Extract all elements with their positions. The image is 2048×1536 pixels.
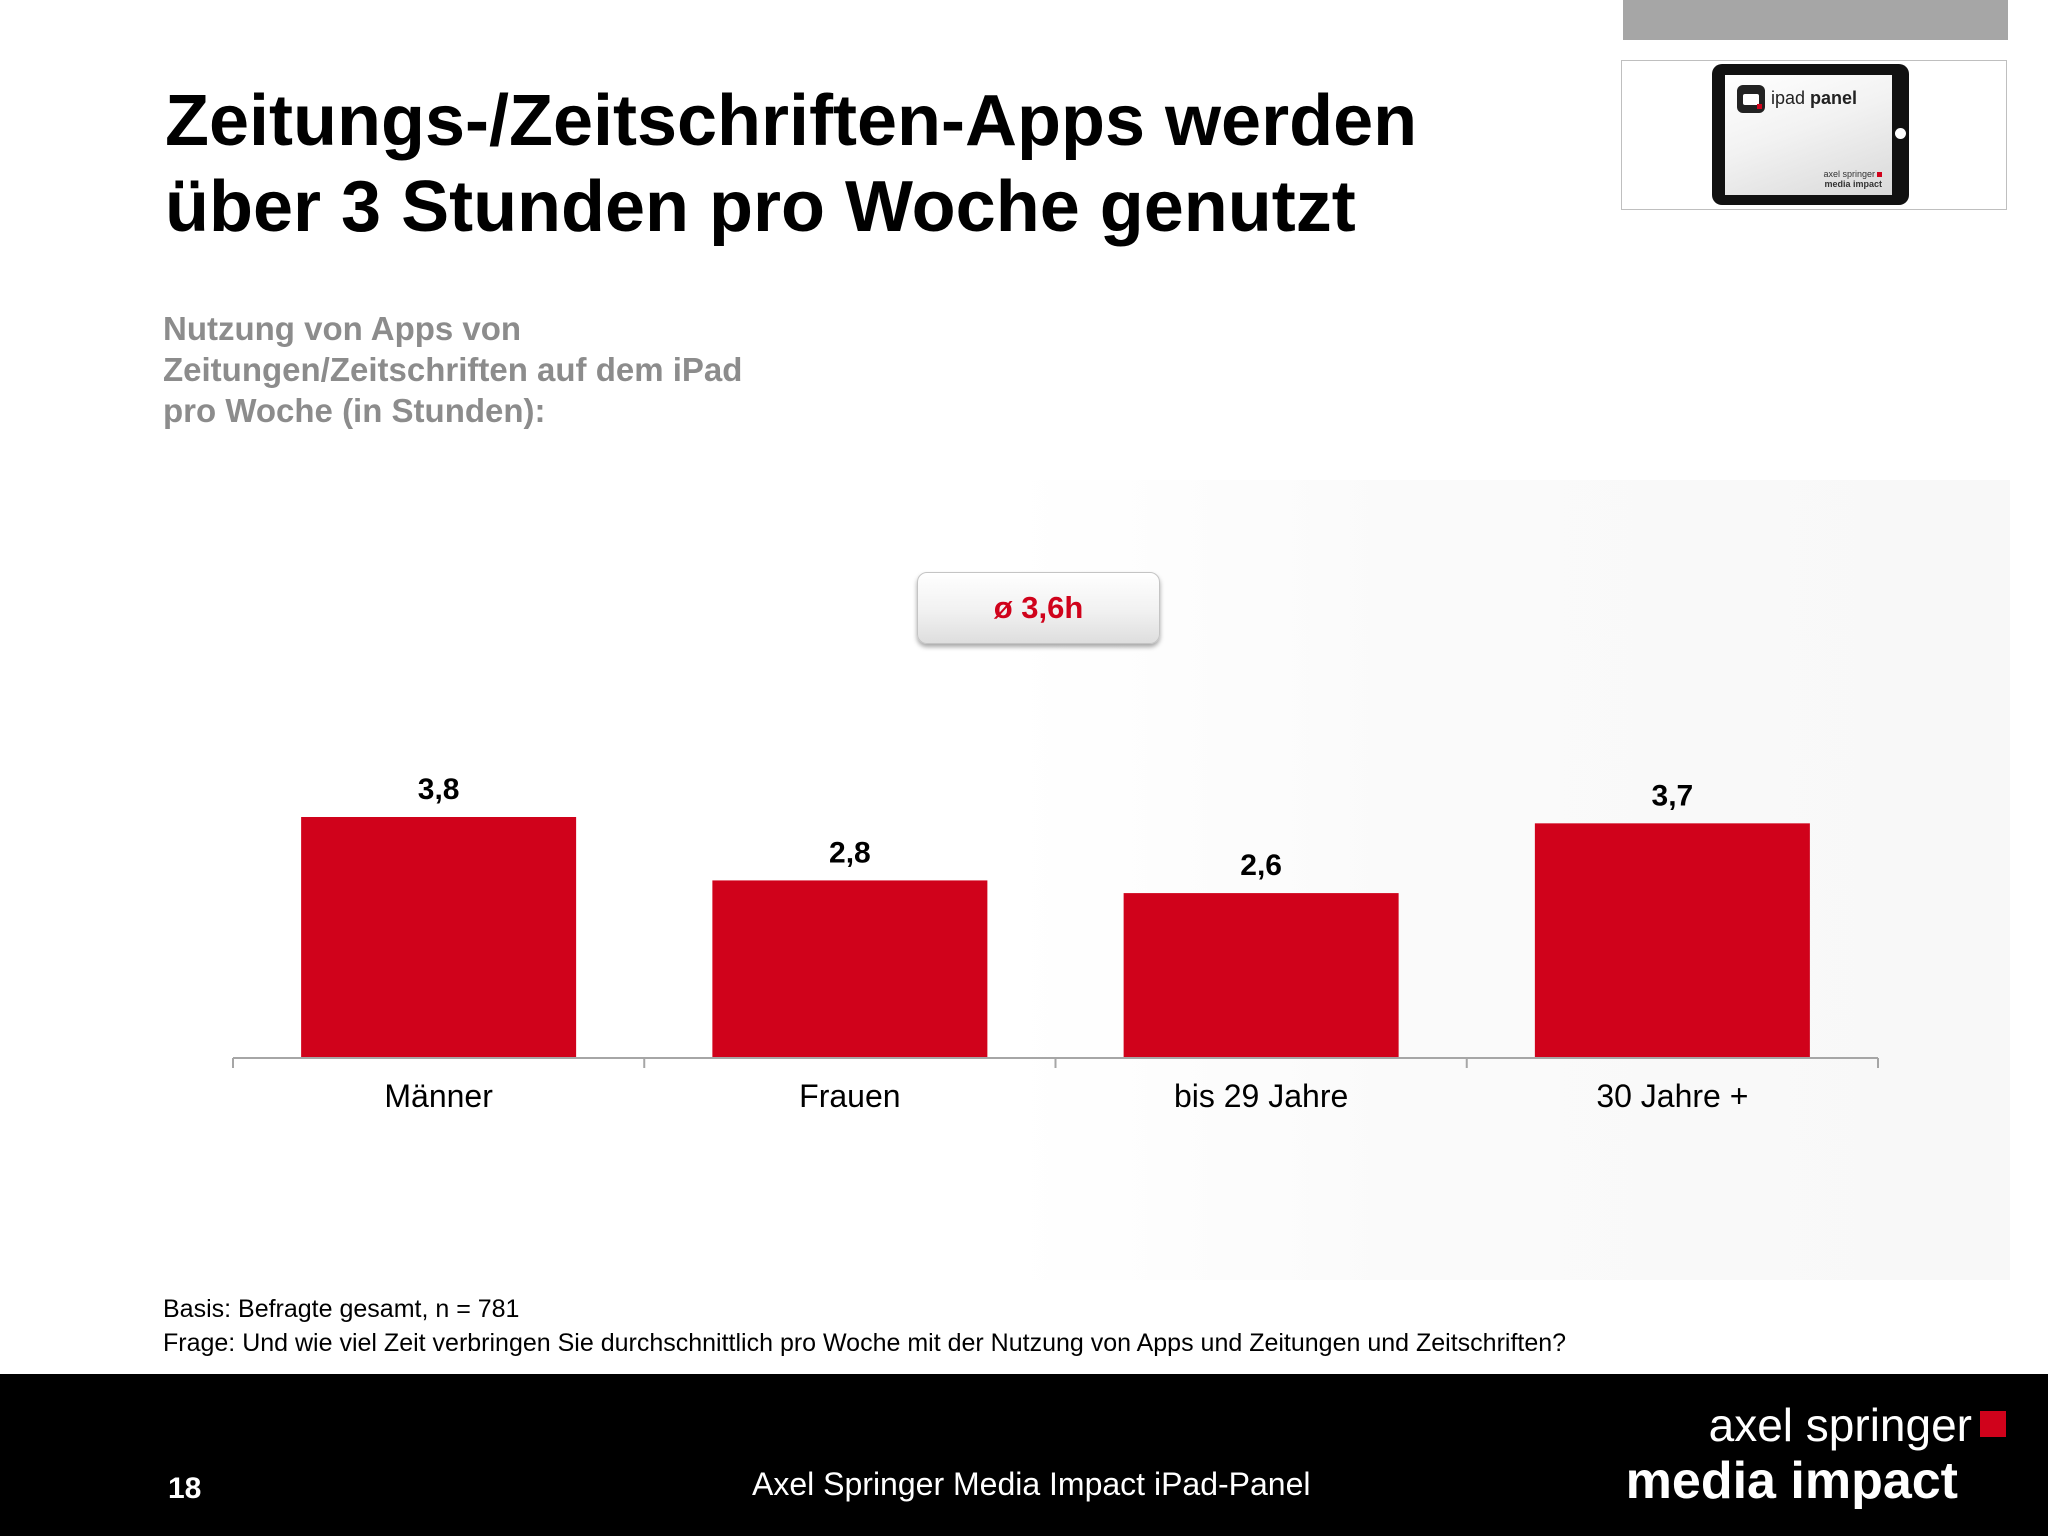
category-label: Männer [384,1078,493,1114]
tablet-brand: axel springer media impact [1823,169,1882,189]
tablet-brand-line1: axel springer [1823,169,1875,179]
bar [301,817,577,1058]
chart-background [1010,480,2010,1280]
data-label: 3,7 [1652,779,1694,812]
top-gray-bar [1623,0,2008,40]
subtitle-line2: Zeitungen/Zeitschriften auf dem iPad [163,351,743,388]
brand-square-icon [1980,1411,2006,1437]
ipad-panel-label: ipad panel [1771,88,1857,109]
chart-subtitle: Nutzung von Apps von Zeitungen/Zeitschri… [163,308,863,431]
average-badge: ø 3,6h [917,572,1160,644]
subtitle-line1: Nutzung von Apps von [163,310,522,347]
ipad-panel-logo: ipad panel axel springer media impact [1621,60,2007,210]
page-title-line1: Zeitungs-/Zeitschriften-Apps werden [165,81,1418,161]
footnote-question: Frage: Und wie viel Zeit verbringen Sie … [163,1329,1567,1357]
data-label: 2,8 [829,836,871,869]
footer-title: Axel Springer Media Impact iPad-Panel [752,1466,1311,1502]
footer: 18 Axel Springer Media Impact iPad-Panel… [0,1374,2048,1536]
category-label: Frauen [799,1078,900,1114]
data-label: 3,8 [418,773,460,806]
page-number: 18 [168,1472,202,1505]
brand-line1-text: axel springer [1708,1399,1972,1451]
brand-line2: media impact [1625,1452,1958,1510]
tablet-icon: ipad panel axel springer media impact [1712,64,1909,205]
tablet-brand-line2: media impact [1824,179,1882,189]
chat-bubble-icon [1737,85,1765,113]
category-label: bis 29 Jahre [1174,1078,1348,1114]
brand-logo: axel springer media impact [1626,1398,2006,1510]
tablet-screen: ipad panel axel springer media impact [1725,75,1892,195]
bar [1534,823,1810,1058]
bar [1123,893,1399,1058]
brand-line1: axel springer [1626,1398,2006,1452]
ipad-panel-label-light: ipad [1771,88,1806,108]
home-button-icon [1895,128,1906,139]
bar-chart: 3,8 Männer 2,8 Frauen 2,6 bis 29 Jahre 3,7 30 J… [232,773,1879,1114]
page-title: Zeitungs-/Zeitschriften-Apps werden über… [165,78,1565,250]
page-title-line2: über 3 Stunden pro Woche genutzt [165,167,1356,247]
data-label: 2,6 [1240,849,1282,882]
footnote-basis: Basis: Befragte gesamt, n = 781 [163,1295,520,1323]
bar [712,880,988,1058]
category-label: 30 Jahre + [1596,1078,1748,1114]
footnote: Basis: Befragte gesamt, n = 781 Frage: U… [163,1292,1566,1360]
subtitle-line3: pro Woche (in Stunden): [163,392,546,429]
ipad-panel-label-bold: panel [1810,88,1858,108]
